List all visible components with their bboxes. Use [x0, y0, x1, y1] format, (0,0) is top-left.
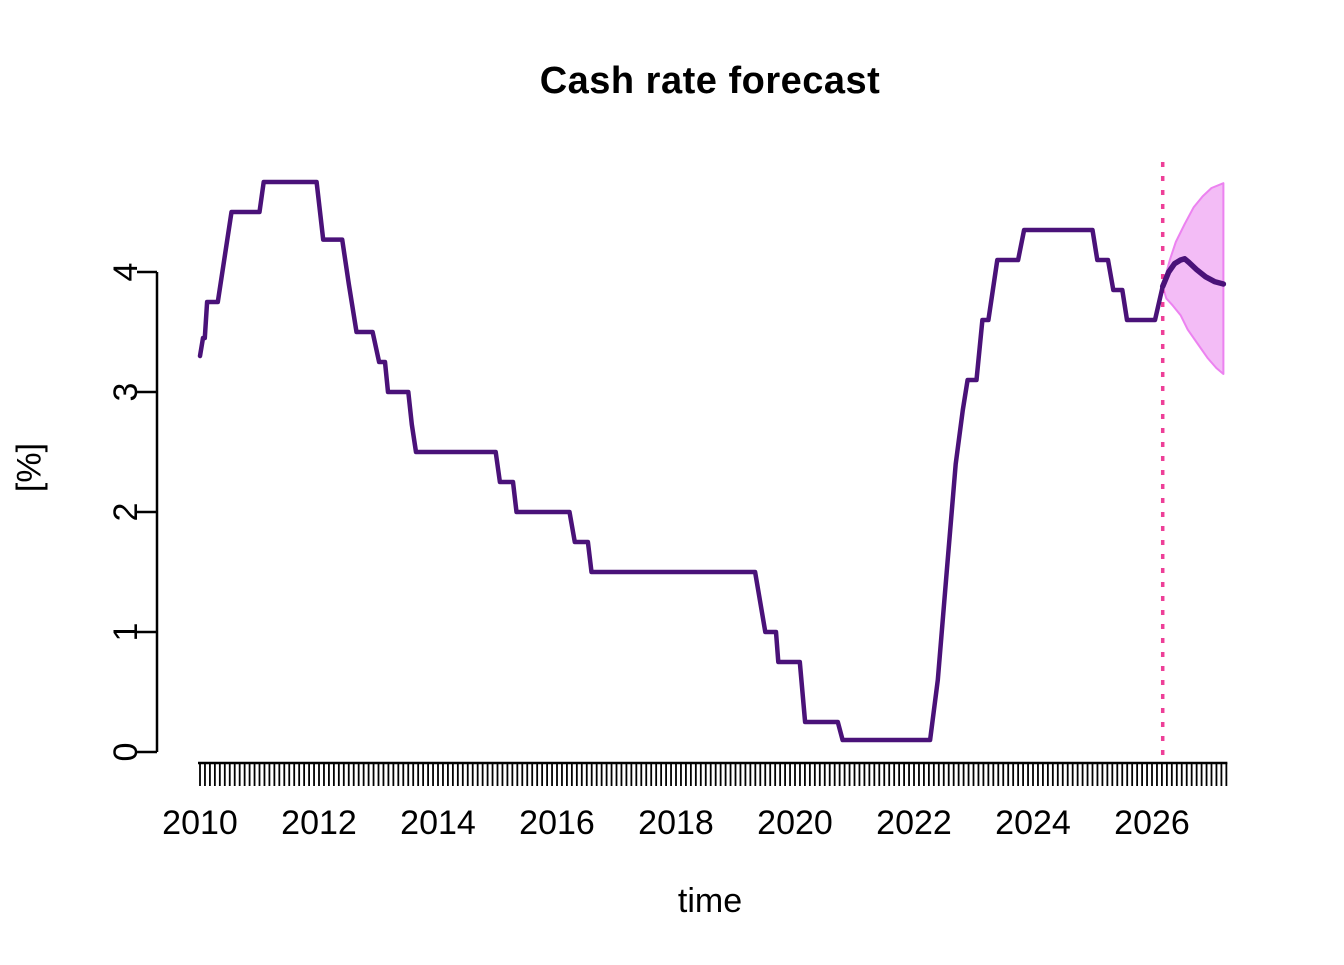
chart-title: Cash rate forecast — [539, 60, 881, 102]
x-tick-label: 2024 — [995, 804, 1071, 842]
forecast-interval-band — [1161, 182, 1225, 375]
x-tick-label: 2012 — [281, 804, 357, 842]
y-tick-label: 0 — [107, 743, 145, 762]
x-tick-label: 2026 — [1114, 804, 1190, 842]
y-tick-label: 2 — [107, 503, 145, 522]
y-tick-label: 1 — [107, 623, 145, 642]
y-tick-label: 3 — [107, 383, 145, 402]
forecast-mean-line — [1159, 256, 1227, 290]
x-tick-label: 2014 — [400, 804, 476, 842]
y-axis-title: [%] — [10, 442, 49, 493]
x-tick-label: 2018 — [638, 804, 714, 842]
y-tick-label: 4 — [107, 263, 145, 282]
x-tick-label: 2010 — [162, 804, 238, 842]
x-tick-label: 2022 — [876, 804, 952, 842]
x-tick-label: 2016 — [519, 804, 595, 842]
x-axis-title: time — [677, 882, 743, 920]
cash-rate-history-line — [197, 179, 1165, 743]
x-tick-label: 2020 — [757, 804, 833, 842]
